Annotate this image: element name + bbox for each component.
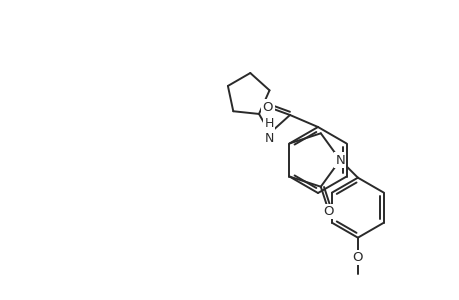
Text: H
N: H N [264, 117, 273, 145]
Text: N: N [335, 154, 344, 166]
Text: O: O [262, 100, 273, 113]
Text: O: O [352, 251, 362, 264]
Text: O: O [323, 205, 333, 218]
